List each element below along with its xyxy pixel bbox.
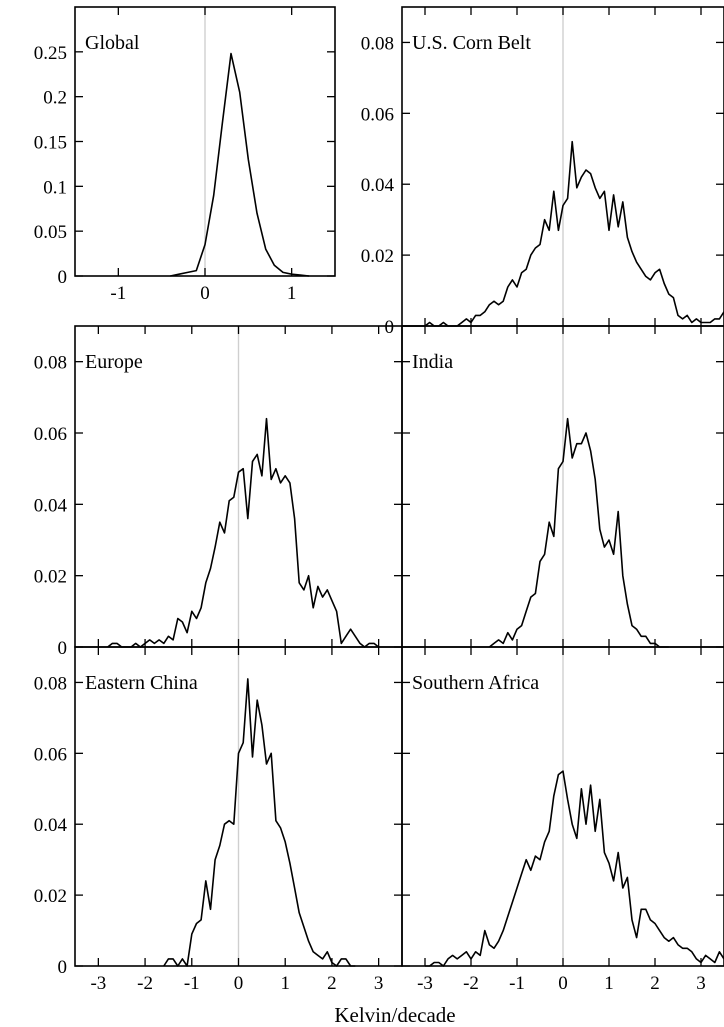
y-tick-label: 0.08 bbox=[361, 33, 394, 54]
y-tick-label: 0.02 bbox=[361, 246, 394, 267]
y-tick-label: 0.05 bbox=[34, 222, 67, 243]
x-tick-label: 2 bbox=[650, 973, 660, 994]
series-line bbox=[425, 770, 724, 967]
y-tick-label: 0.04 bbox=[34, 815, 68, 836]
y-tick-label: 0 bbox=[385, 317, 395, 338]
panel-title: U.S. Corn Belt bbox=[412, 32, 531, 54]
panel-title: Global bbox=[85, 32, 140, 54]
panel-2: 0 0.02 0.04 0.06 0.08 U.S. Corn Belt bbox=[361, 6, 724, 338]
y-tick-label: 0.15 bbox=[34, 133, 67, 154]
panel-1: -1 0 1 0 0.05 0.1 0.15 0.2 0.25 Global bbox=[34, 6, 336, 304]
x-tick-label: 1 bbox=[604, 973, 614, 994]
panel-5: -3 -2 -1 0 1 2 3 0 0.02 0.04 0.06 0.08 Eastern China bbox=[34, 646, 403, 994]
x-tick-label: 0 bbox=[558, 973, 568, 994]
x-tick-label: 0 bbox=[234, 973, 244, 994]
panel-3: 0 0.02 0.04 0.06 0.08 Europe bbox=[34, 325, 403, 659]
x-tick-label: -3 bbox=[417, 973, 433, 994]
x-tick-label: -1 bbox=[184, 973, 200, 994]
panel-title: Eastern China bbox=[85, 672, 198, 694]
x-tick-label: -1 bbox=[110, 283, 126, 304]
series-line bbox=[170, 52, 310, 277]
x-tick-label: -2 bbox=[463, 973, 479, 994]
y-tick-label: 0.04 bbox=[34, 495, 68, 516]
x-tick-label: 1 bbox=[280, 973, 290, 994]
x-tick-label: -1 bbox=[509, 973, 525, 994]
x-tick-label: 3 bbox=[374, 973, 384, 994]
y-tick-label: 0.08 bbox=[34, 353, 67, 374]
x-tick-label: 0 bbox=[200, 283, 210, 304]
y-tick-label: 0.06 bbox=[361, 104, 394, 125]
x-tick-label: -3 bbox=[90, 973, 106, 994]
y-tick-label: 0.1 bbox=[43, 177, 67, 198]
y-tick-label: 0.06 bbox=[34, 424, 67, 445]
y-tick-label: 0 bbox=[58, 267, 68, 288]
y-tick-label: 0 bbox=[58, 957, 68, 978]
panel-4: India bbox=[401, 325, 724, 648]
y-tick-label: 0.02 bbox=[34, 567, 67, 588]
panel-6: -3 -2 -1 0 1 2 3 Southern Africa bbox=[401, 646, 724, 994]
x-tick-label: 3 bbox=[696, 973, 706, 994]
y-tick-label: 0.06 bbox=[34, 744, 67, 765]
panel-title: Europe bbox=[85, 351, 143, 373]
y-tick-label: 0.02 bbox=[34, 886, 67, 907]
x-tick-label: 2 bbox=[327, 973, 337, 994]
y-tick-label: 0 bbox=[58, 638, 68, 659]
panel-title: Southern Africa bbox=[412, 672, 539, 694]
y-tick-label: 0.04 bbox=[361, 175, 395, 196]
panel-title: India bbox=[412, 351, 453, 373]
x-tick-label: -2 bbox=[137, 973, 153, 994]
y-tick-label: 0.25 bbox=[34, 43, 67, 64]
y-tick-label: 0.08 bbox=[34, 673, 67, 694]
series-line bbox=[488, 417, 669, 648]
x-tick-label: 1 bbox=[287, 283, 297, 304]
y-tick-label: 0.2 bbox=[43, 88, 67, 109]
series-line bbox=[107, 417, 380, 648]
x-axis-label: Kelvin/decade bbox=[334, 1003, 455, 1027]
series-line bbox=[163, 678, 356, 967]
